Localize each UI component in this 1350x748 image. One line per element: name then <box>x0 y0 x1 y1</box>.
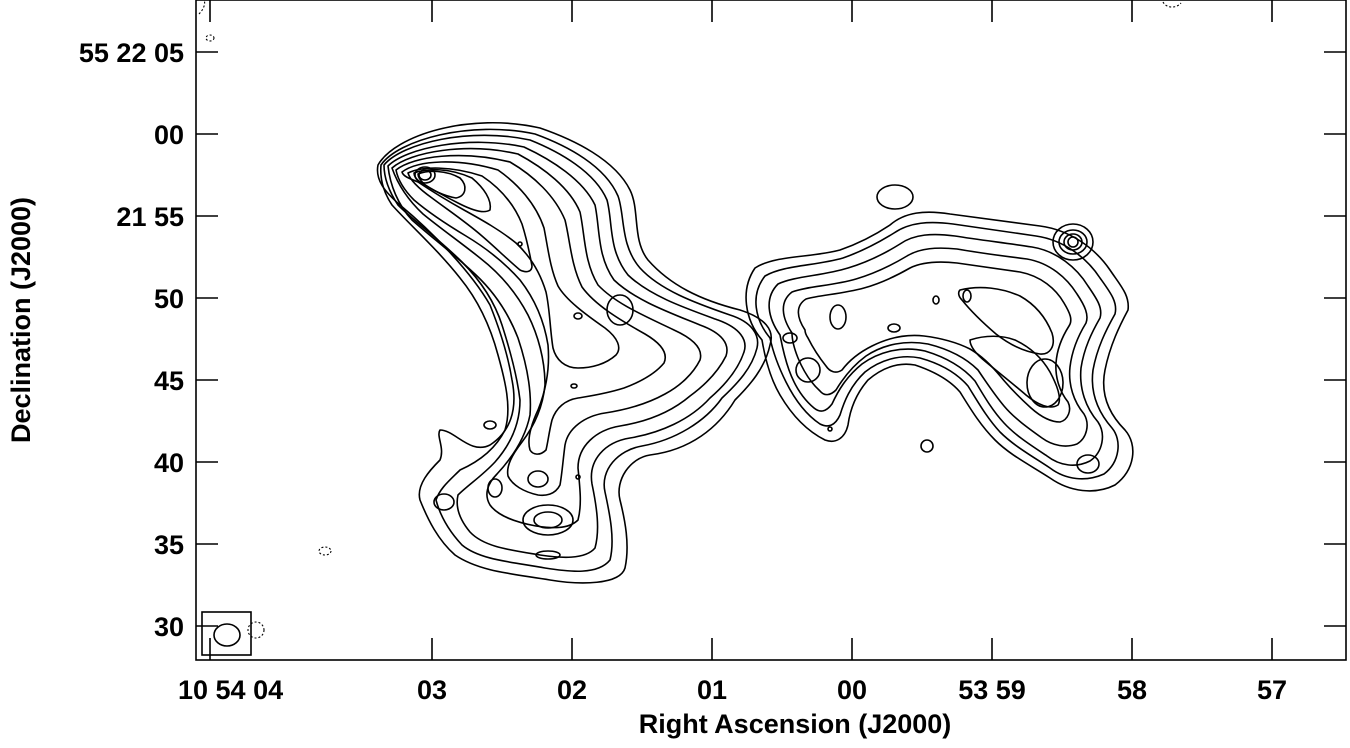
y-tick-label: 50 <box>154 284 184 314</box>
y-axis: 55 22 05 00 21 55 50 45 40 35 30 <box>79 38 1346 642</box>
x-tick-label: 53 59 <box>958 675 1026 705</box>
y-tick-label: 00 <box>154 120 184 150</box>
x-axis-title: Right Ascension (J2000) <box>639 709 952 739</box>
beam-indicator <box>201 611 252 656</box>
y-axis-title: Declination (J2000) <box>6 197 36 443</box>
x-tick-label: 57 <box>1257 675 1287 705</box>
west-lobe-contours <box>745 184 1134 492</box>
y-tick-label: 45 <box>154 366 184 396</box>
y-tick-label: 40 <box>154 448 184 478</box>
x-tick-label: 58 <box>1117 675 1147 705</box>
y-tick-label: 55 22 05 <box>79 38 184 68</box>
x-tick-label: 10 54 04 <box>178 675 283 705</box>
y-tick-label: 21 55 <box>116 202 184 232</box>
plot-frame <box>195 0 1347 661</box>
x-axis: 10 54 04 03 02 01 00 53 59 58 57 <box>178 0 1287 705</box>
negative-contours <box>198 0 1182 639</box>
y-tick-label: 30 <box>154 612 184 642</box>
x-tick-label: 02 <box>557 675 587 705</box>
x-tick-label: 01 <box>697 675 727 705</box>
y-tick-label: 35 <box>154 530 184 560</box>
x-tick-label: 03 <box>417 675 447 705</box>
contour-map <box>198 0 1182 656</box>
east-lobe-contours <box>376 121 772 584</box>
x-tick-label: 00 <box>837 675 867 705</box>
